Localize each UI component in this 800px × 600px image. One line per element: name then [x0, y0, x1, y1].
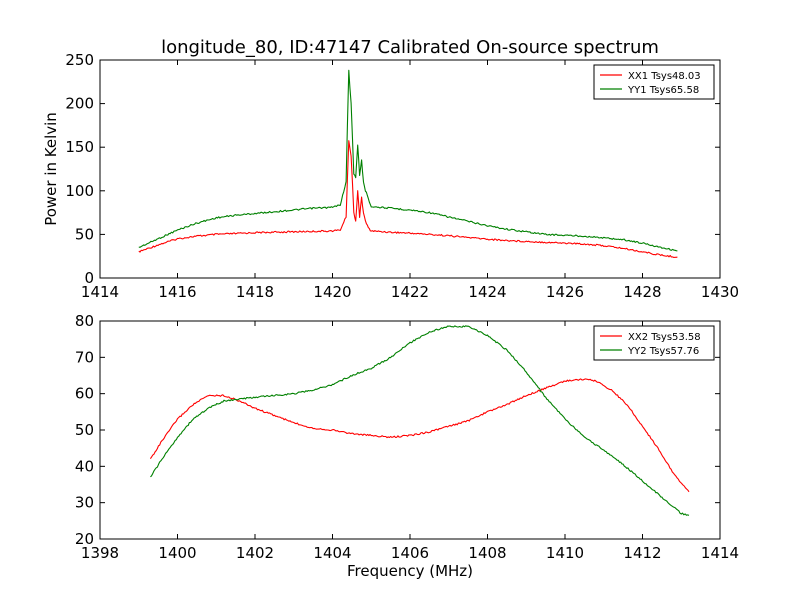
legend-box: [593, 325, 715, 361]
series-line-yy1: [138, 69, 678, 252]
x-tick-label: 1400: [158, 544, 196, 562]
x-tick-label: 1430: [701, 283, 739, 301]
series-line-xx1: [138, 140, 678, 259]
y-tick-label: 250: [65, 51, 94, 69]
x-tick-label: 1422: [391, 283, 429, 301]
legend-entry: YY2 Tsys57.76: [627, 346, 699, 357]
x-tick-label: 1426: [546, 283, 584, 301]
x-tick-label: 1414: [701, 544, 739, 562]
legend: XX1 Tsys48.03 YY1 Tsys65.58: [593, 64, 715, 100]
series-line-yy2: [150, 325, 690, 516]
x-tick-label: 1416: [158, 283, 196, 301]
figure-title: longitude_80, ID:47147 Calibrated On-sou…: [161, 37, 659, 58]
x-tick-label: 1414: [81, 283, 119, 301]
y-tick-label: 200: [65, 95, 94, 113]
y-tick-label: 150: [65, 138, 94, 156]
bottom-panel: 1398 1400 1402 1404 1406 1408 1410 1412 1414 20 30…: [75, 312, 739, 580]
x-tick-label: 1420: [313, 283, 351, 301]
x-tick-label: 1402: [236, 544, 274, 562]
y-tick-label: 60: [75, 385, 94, 403]
legend-entry: XX2 Tsys53.58: [628, 332, 701, 343]
y-tick-label: 40: [75, 457, 94, 475]
x-axis-label: Frequency (MHz): [347, 562, 473, 580]
x-tick-label: 1410: [546, 544, 584, 562]
y-tick-label: 0: [84, 269, 94, 287]
legend-entry: XX1 Tsys48.03: [628, 71, 701, 82]
x-tick-label: 1406: [391, 544, 429, 562]
x-tick-label: 1428: [623, 283, 661, 301]
y-tick-label: 80: [75, 312, 94, 330]
legend-box: [593, 64, 715, 100]
y-tick-label: 50: [75, 225, 94, 243]
x-tick-label: 1424: [468, 283, 506, 301]
series-line-xx2: [149, 378, 690, 493]
y-tick-label: 30: [75, 494, 94, 512]
x-tick-label: 1398: [81, 544, 119, 562]
y-axis-label: Power in Kelvin: [42, 112, 60, 226]
legend: XX2 Tsys53.58 YY2 Tsys57.76: [593, 325, 715, 361]
x-tick-label: 1408: [468, 544, 506, 562]
x-tick-label: 1418: [236, 283, 274, 301]
y-tick-label: 70: [75, 348, 94, 366]
y-tick-label: 100: [65, 182, 94, 200]
y-tick-label: 20: [75, 530, 94, 548]
legend-entry: YY1 Tsys65.58: [627, 85, 699, 96]
x-tick-label: 1404: [313, 544, 351, 562]
y-tick-label: 50: [75, 421, 94, 439]
top-panel: 1414 1416 1418 1420 1422 1424 1426 1428 1430 0 50 1…: [42, 51, 739, 301]
x-tick-label: 1412: [623, 544, 661, 562]
